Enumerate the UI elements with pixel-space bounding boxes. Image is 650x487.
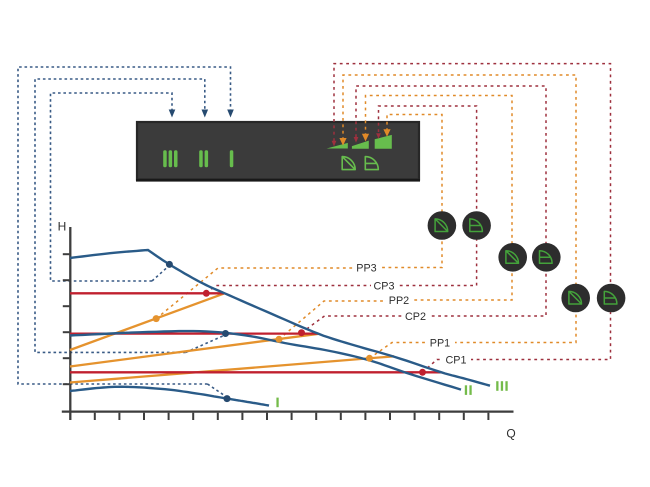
svg-text:H: H [58,220,67,234]
svg-text:PP3: PP3 [356,262,376,274]
svg-text:PP1: PP1 [430,337,450,349]
svg-text:CP2: CP2 [405,311,426,323]
svg-text:CP3: CP3 [373,280,394,292]
svg-text:Q: Q [506,427,515,441]
svg-text:PP2: PP2 [389,295,409,307]
svg-text:CP1: CP1 [445,354,466,366]
